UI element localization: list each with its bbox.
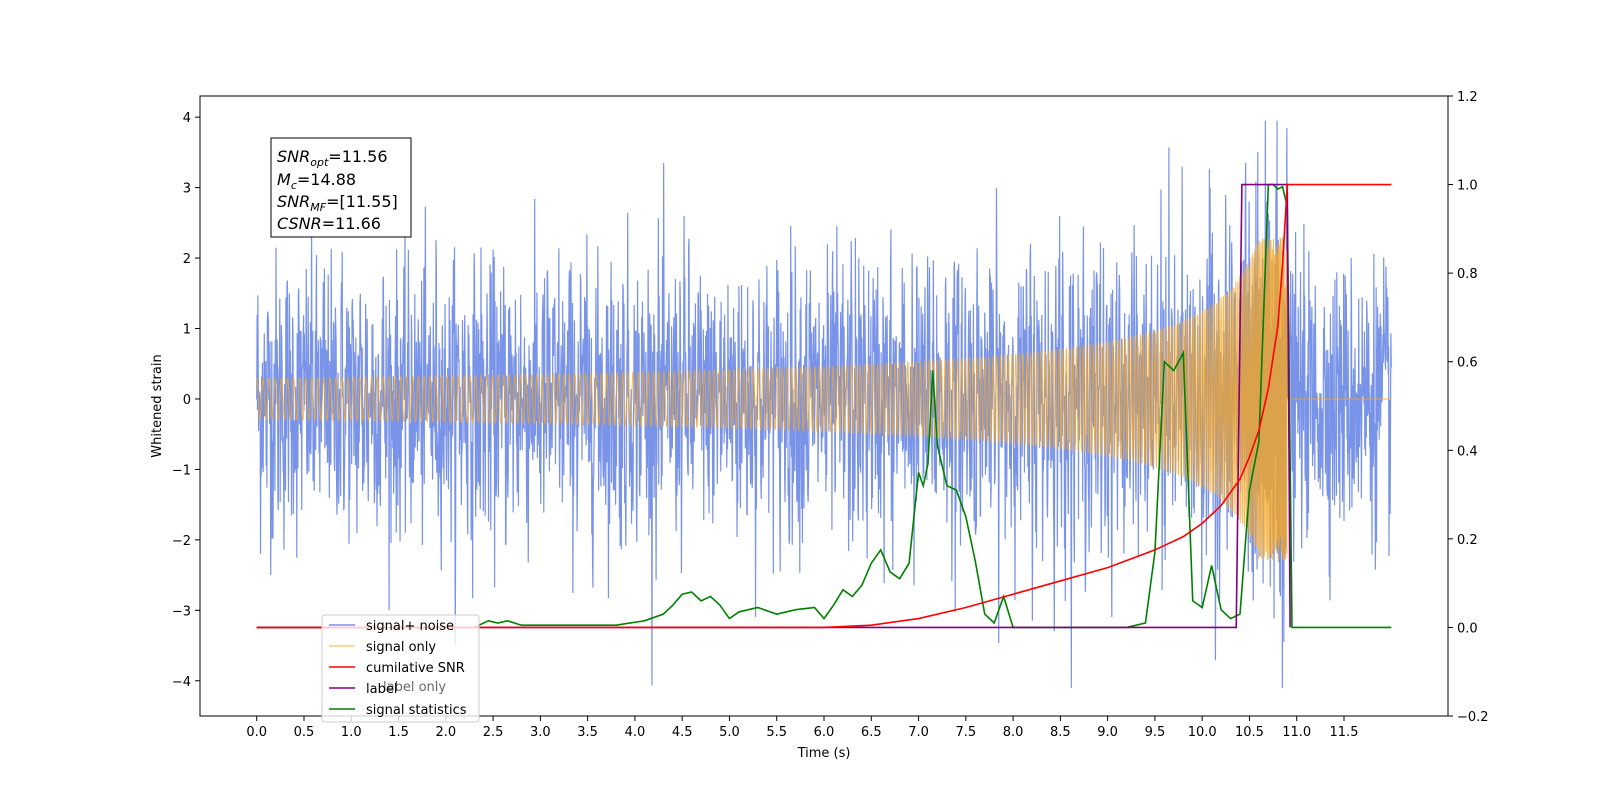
y-tick-label-6: −2 [172, 534, 191, 549]
y2-tick-label-7: −0.2 [1457, 710, 1489, 725]
annotation-csnr: CSNR=11.66 [277, 214, 381, 233]
x-tick-label-7: 3.5 [577, 725, 598, 740]
series-cumilative-snr [256, 183, 1392, 629]
x-tick-label-14: 7.0 [908, 725, 929, 740]
x-tick-label-16: 8.0 [1003, 725, 1024, 740]
y-tick-label-8: −4 [172, 675, 191, 690]
legend-ghost-text: label only [383, 680, 446, 695]
x-tick-label-3: 1.5 [388, 725, 409, 740]
y2-tick-label-3: 0.6 [1457, 356, 1478, 371]
x-ticks: 0.0 0.5 1.0 1.5 2.0 2.5 3.0 3.5 4.0 4.5 5.0 5.5 6.0 6… [246, 716, 1358, 740]
x-tick-label-20: 10.0 [1188, 725, 1217, 740]
y-tick-label-0: 4 [183, 111, 191, 126]
y-tick-label-4: 0 [183, 393, 191, 408]
legend-entry-0: signal+ noise [366, 619, 454, 634]
x-tick-label-18: 9.0 [1097, 725, 1118, 740]
x-tick-label-22: 11.0 [1282, 725, 1311, 740]
y-tick-label-1: 3 [183, 182, 191, 197]
legend-entry-3: label [366, 682, 397, 697]
x-tick-label-21: 10.5 [1235, 725, 1264, 740]
series-signal-only [256, 237, 1392, 561]
y-tick-label-7: −3 [172, 604, 191, 619]
series-signal-statistics [256, 183, 1392, 629]
y-ticks: 4 3 2 1 0 −1 −2 −3 −4 [172, 111, 200, 690]
legend-entry-2: cumilative SNR [366, 661, 465, 676]
x-tick-label-5: 2.5 [483, 725, 504, 740]
y2-tick-label-6: 0.0 [1457, 621, 1478, 636]
x-tick-label-8: 4.0 [625, 725, 646, 740]
y2-tick-label-2: 0.8 [1457, 267, 1478, 282]
y2-ticks: 1.2 1.0 0.8 0.6 0.4 0.2 0.0 −0.2 [1448, 90, 1489, 725]
x-tick-label-9: 4.5 [672, 725, 693, 740]
legend-entry-1: signal only [366, 640, 436, 655]
y2-tick-label-1: 1.0 [1457, 179, 1478, 194]
x-tick-label-4: 2.0 [435, 725, 456, 740]
x-tick-label-1: 0.5 [294, 725, 315, 740]
x-tick-label-0: 0.0 [246, 725, 267, 740]
legend-entry-4: signal statistics [366, 703, 467, 718]
x-tick-label-10: 5.0 [719, 725, 740, 740]
x-tick-label-11: 5.5 [766, 725, 787, 740]
y2-tick-label-5: 0.2 [1457, 533, 1478, 548]
x-tick-label-19: 9.5 [1145, 725, 1166, 740]
y2-tick-label-0: 1.2 [1457, 90, 1478, 105]
x-tick-label-15: 7.5 [955, 725, 976, 740]
y-axis-label: Whitened strain [150, 354, 165, 457]
series-signal-noise [256, 120, 1392, 688]
x-axis-label: Time (s) [797, 746, 851, 761]
annotation-mc: Mc=14.88 [277, 170, 356, 192]
annotation-snr-mf: SNRMF=[11.55] [277, 192, 398, 214]
y-tick-label-3: 1 [183, 323, 191, 338]
legend: label only signal+ noise signal only cumila… [321, 614, 480, 723]
x-tick-label-17: 8.5 [1050, 725, 1071, 740]
series-label [256, 183, 1291, 629]
x-tick-label-13: 6.5 [861, 725, 882, 740]
x-tick-label-2: 1.0 [341, 725, 362, 740]
y-tick-label-2: 2 [183, 252, 191, 267]
x-tick-label-6: 3.0 [530, 725, 551, 740]
annotation-box: SNRopt=11.56 Mc=14.88 SNRMF=[11.55] CSNR… [270, 137, 412, 238]
x-tick-label-23: 11.5 [1330, 725, 1359, 740]
series-layer [256, 120, 1392, 688]
y-tick-label-5: −1 [172, 463, 191, 478]
y2-tick-label-4: 0.4 [1457, 444, 1478, 459]
x-tick-label-12: 6.0 [814, 725, 835, 740]
annotation-snr-opt: SNRopt=11.56 [277, 147, 388, 169]
